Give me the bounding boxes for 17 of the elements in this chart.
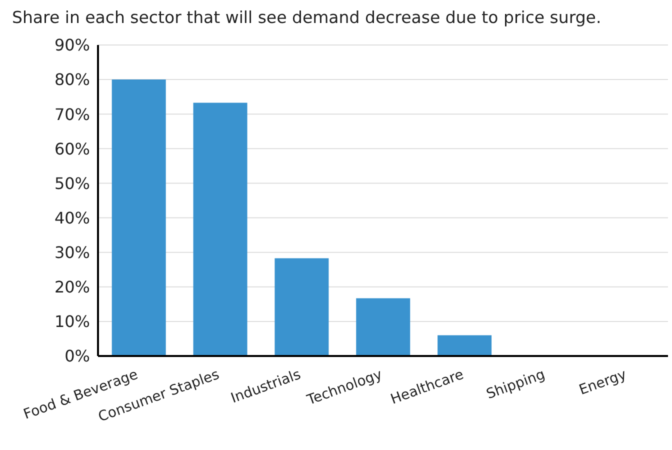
y-tick-label: 70% — [54, 104, 90, 124]
y-tick-label: 30% — [54, 243, 90, 262]
y-tick-label: 90% — [54, 36, 90, 55]
bar — [356, 298, 410, 356]
x-tick-label: Energy — [577, 366, 629, 399]
bar — [438, 335, 492, 356]
y-tick-label: 40% — [54, 208, 90, 228]
bar — [112, 80, 166, 356]
chart-title: Share in each sector that will see demand decrease due to price surge. — [12, 8, 602, 27]
bar — [274, 258, 329, 356]
y-tick-label: 80% — [54, 70, 90, 90]
bar — [193, 102, 248, 356]
y-tick-label: 20% — [54, 278, 90, 297]
y-tick-label: 10% — [54, 312, 90, 332]
y-tick-label: 0% — [64, 346, 90, 366]
y-tick-label: 60% — [54, 139, 90, 158]
y-tick-label: 50% — [54, 174, 90, 193]
